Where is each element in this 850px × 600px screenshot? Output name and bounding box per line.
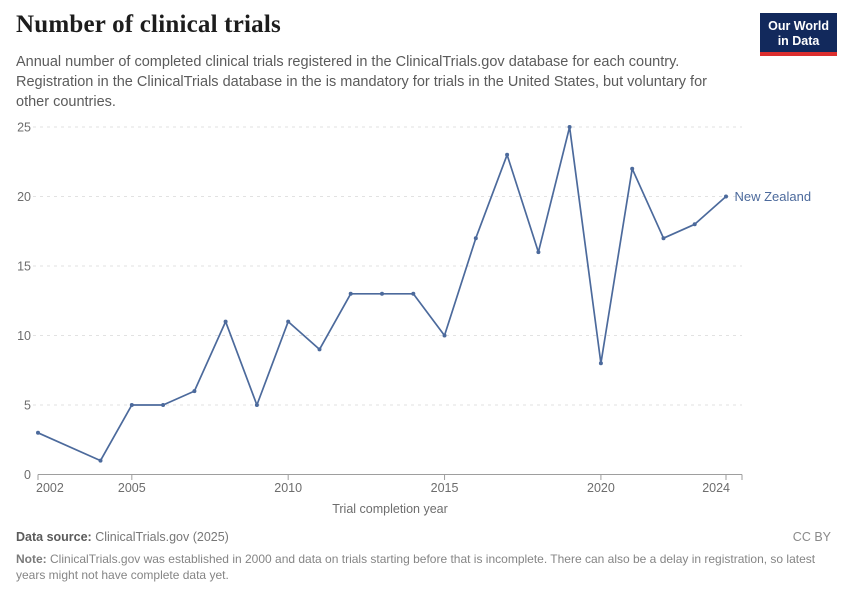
x-axis-tick-label: 2024 <box>702 481 730 495</box>
owid-logo-line2: in Data <box>777 33 820 48</box>
page-title: Number of clinical trials <box>16 11 281 38</box>
chart-note: Note: ClinicalTrials.gov was established… <box>16 552 818 584</box>
y-axis-tick-label: 5 <box>24 399 31 413</box>
y-axis-tick-label: 15 <box>17 260 31 274</box>
data-point[interactable] <box>192 389 197 394</box>
y-axis-tick-label: 10 <box>17 329 31 343</box>
data-point[interactable] <box>98 458 103 463</box>
data-point[interactable] <box>36 430 40 435</box>
chart-subtitle: Annual number of completed clinical tria… <box>16 54 707 110</box>
chart-note-label: Note: <box>16 552 47 566</box>
data-point[interactable] <box>536 250 541 255</box>
x-axis-tick-label: 2020 <box>587 481 615 495</box>
data-point[interactable] <box>567 125 572 129</box>
data-point[interactable] <box>598 361 603 366</box>
data-source-link[interactable]: ClinicalTrials.gov (2025) <box>95 530 229 544</box>
data-point[interactable] <box>411 291 416 296</box>
data-point[interactable] <box>223 319 228 324</box>
data-point[interactable] <box>661 236 666 241</box>
data-point[interactable] <box>724 194 728 199</box>
x-axis-tick-label: 2005 <box>118 481 146 495</box>
data-point[interactable] <box>442 333 447 338</box>
x-axis-title: Trial completion year <box>332 502 448 516</box>
data-point[interactable] <box>380 291 384 296</box>
license-link[interactable]: CC BY <box>792 530 831 544</box>
data-point[interactable] <box>161 403 166 407</box>
source-row: Data source: ClinicalTrials.gov (2025) C… <box>16 530 831 544</box>
data-point[interactable] <box>129 403 134 407</box>
owid-logo[interactable]: Our World in Data <box>760 13 837 56</box>
x-axis-tick-label: 2002 <box>36 481 64 495</box>
y-axis-tick-label: 0 <box>24 468 31 482</box>
data-point[interactable] <box>505 152 510 157</box>
data-source-label: Data source: <box>16 530 92 544</box>
data-point[interactable] <box>286 319 291 324</box>
series-line[interactable] <box>37 126 727 462</box>
line-chart[interactable]: 0 5 10 15 20 25 2002 2005 2010 2015 2020 2024 Trial … <box>0 0 850 525</box>
data-point[interactable] <box>473 236 478 241</box>
data-point[interactable] <box>317 347 322 352</box>
data-point[interactable] <box>692 222 697 227</box>
x-axis-tick-label: 2010 <box>274 481 302 495</box>
data-point[interactable] <box>254 403 259 407</box>
chart-note-text: ClinicalTrials.gov was established in 20… <box>16 552 816 582</box>
x-axis-tick-label: 2015 <box>431 481 459 495</box>
y-axis-tick-label: 25 <box>17 121 31 135</box>
series-label[interactable]: New Zealand <box>735 189 812 204</box>
data-point[interactable] <box>630 166 635 171</box>
y-axis-tick-label: 20 <box>17 190 31 204</box>
owid-logo-line1: Our World <box>768 19 829 33</box>
data-source: Data source: ClinicalTrials.gov (2025) <box>16 530 229 544</box>
data-point[interactable] <box>348 291 353 296</box>
